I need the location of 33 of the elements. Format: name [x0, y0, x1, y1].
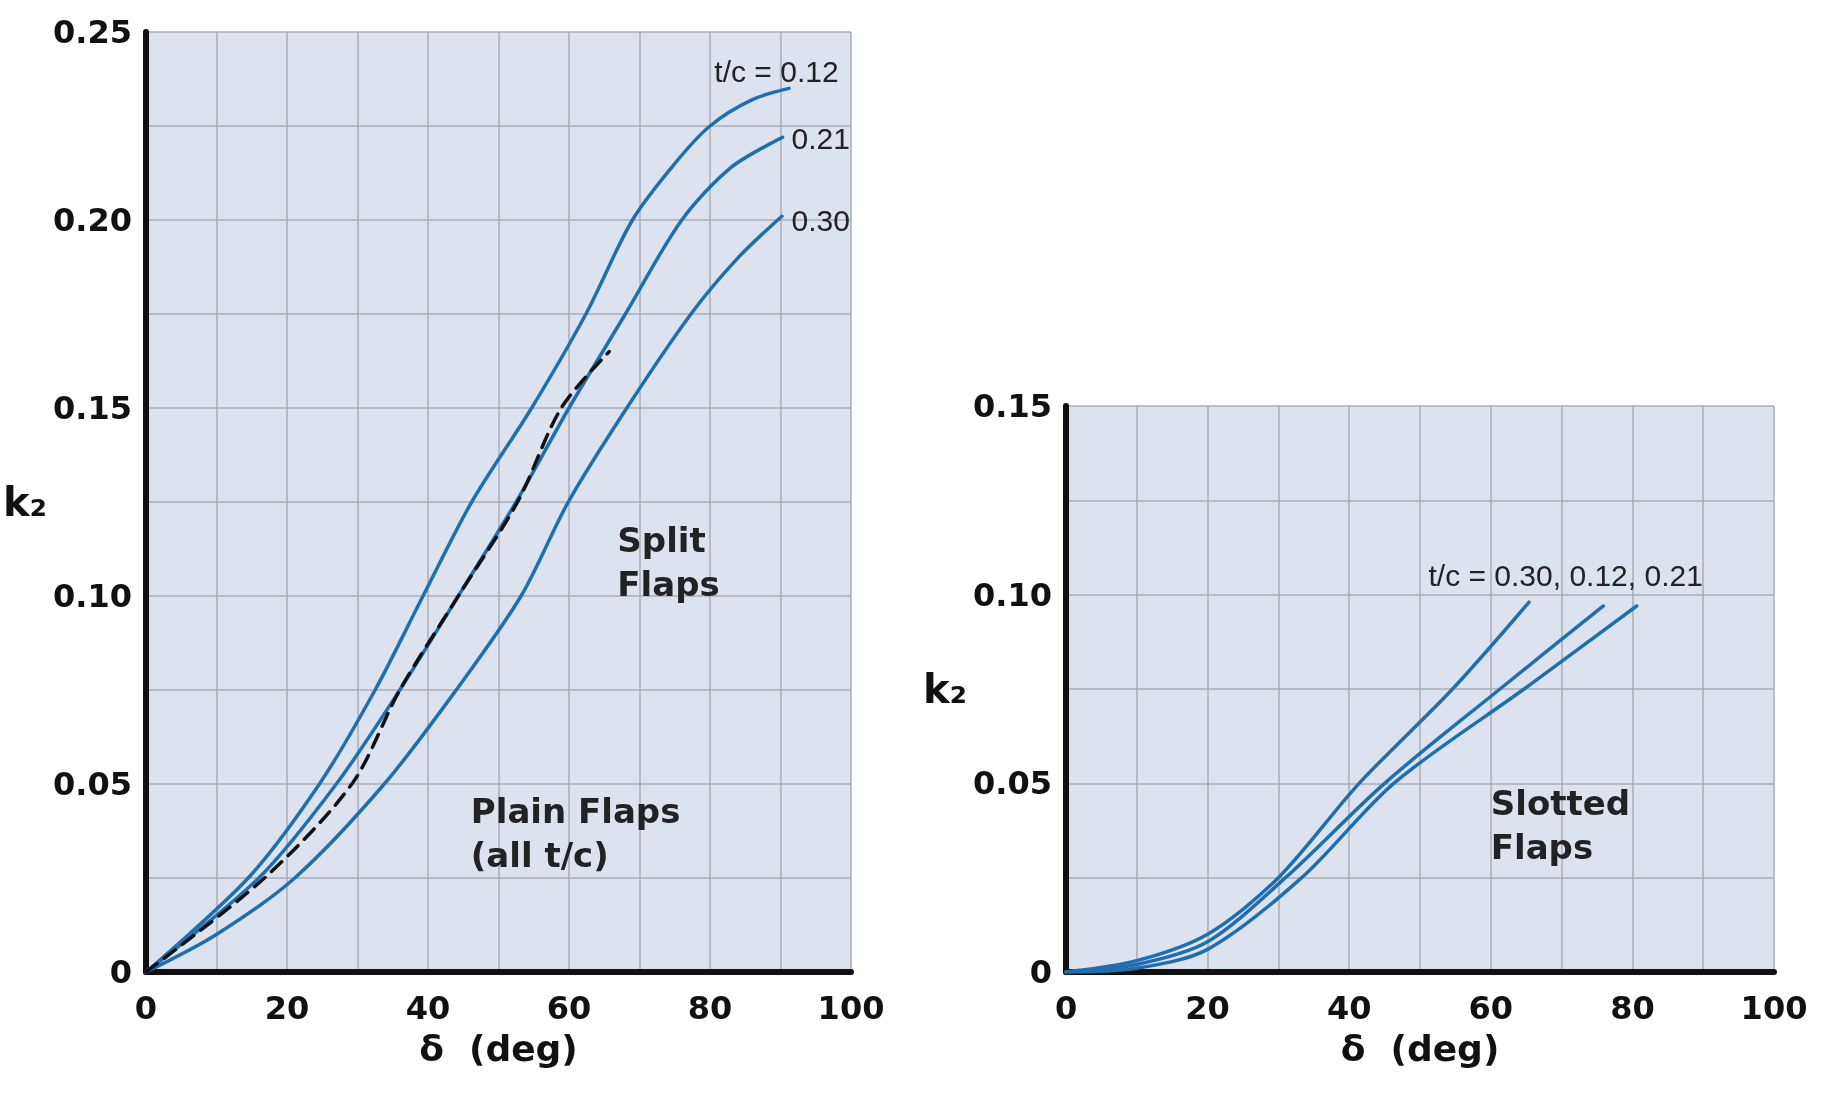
- y-axis-title: k₂: [3, 479, 48, 525]
- y-tick-label: 0.10: [973, 575, 1052, 614]
- x-tick-label: 80: [687, 989, 733, 1027]
- x-tick-label: 40: [405, 989, 451, 1027]
- y-tick-label: 0.10: [53, 577, 132, 615]
- x-tick-label: 20: [264, 989, 310, 1027]
- y-tick-label: 0.25: [53, 13, 132, 51]
- y-tick-label: 0.05: [973, 764, 1052, 803]
- y-axis-title: k₂: [923, 666, 968, 712]
- annotation: 0.30: [791, 204, 850, 238]
- x-tick-label: 40: [1326, 989, 1372, 1027]
- x-tick-label: 0: [134, 989, 158, 1027]
- x-axis-title: δ (deg): [419, 1027, 578, 1069]
- x-axis-title: δ (deg): [1340, 1027, 1500, 1069]
- annotation: t/c = 0.12: [714, 54, 839, 88]
- annotation: 0.21: [791, 121, 850, 155]
- y-tick-label: 0.05: [53, 765, 132, 803]
- x-tick-label: 80: [1610, 989, 1655, 1027]
- x-tick-label: 100: [1740, 989, 1808, 1027]
- x-tick-label: 60: [1468, 989, 1514, 1027]
- annotation: t/c = 0.30, 0.12, 0.21: [1428, 559, 1703, 593]
- y-tick-label: 0.15: [53, 389, 132, 427]
- x-tick-label: 60: [546, 989, 592, 1027]
- annotation: Plain Flaps (all t/c): [470, 790, 681, 875]
- annotation: Split Flaps: [617, 520, 720, 605]
- y-tick-label: 0: [1029, 953, 1052, 991]
- y-tick-label: 0.20: [53, 201, 132, 239]
- x-tick-label: 0: [1054, 989, 1078, 1027]
- y-tick-label: 0.15: [973, 387, 1052, 425]
- y-tick-label: 0: [109, 953, 132, 991]
- x-tick-label: 100: [817, 989, 885, 1027]
- annotation: Slotted Flaps: [1490, 782, 1631, 867]
- x-tick-label: 20: [1185, 989, 1230, 1027]
